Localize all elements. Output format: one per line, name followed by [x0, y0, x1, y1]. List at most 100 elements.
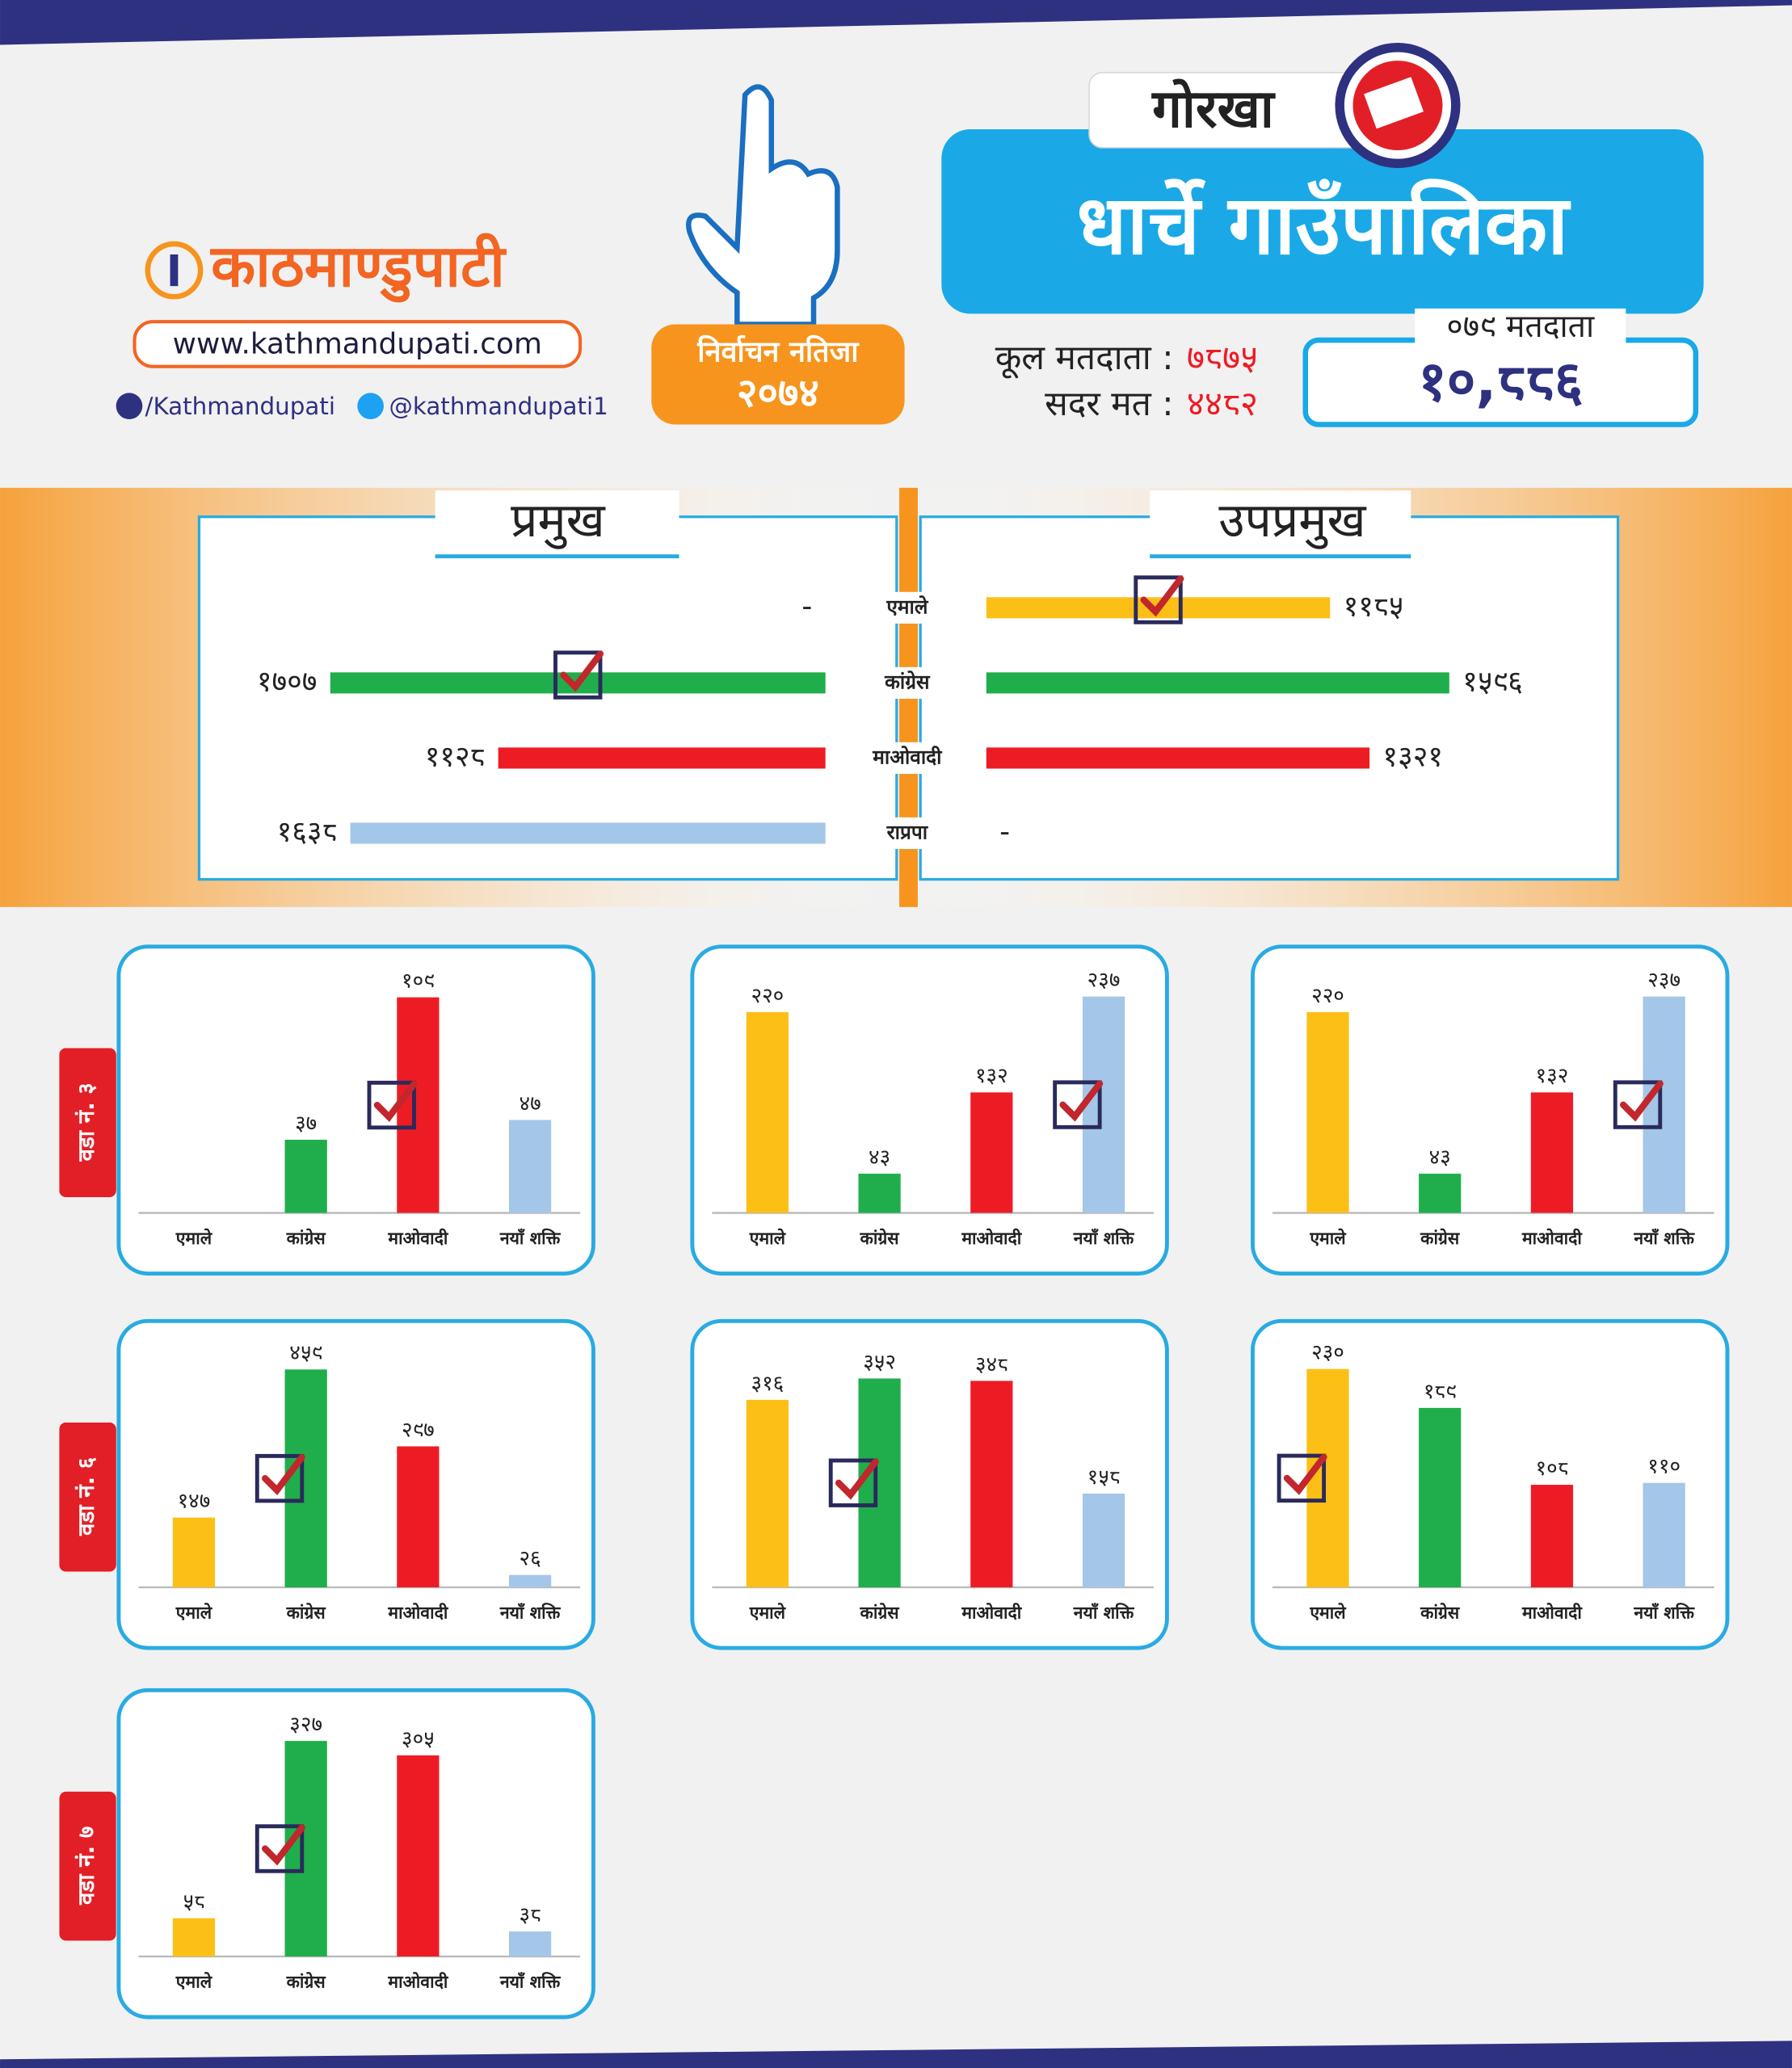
bar: [1643, 996, 1685, 1213]
bar: [1306, 1011, 1349, 1213]
check-mark: [553, 650, 604, 700]
total-voters: ७८७५: [1187, 338, 1258, 378]
value-label: २९७: [402, 1418, 435, 1442]
bar: [1082, 996, 1125, 1213]
logo-icon: [145, 241, 204, 300]
bar: [858, 1173, 901, 1213]
bar: [498, 747, 826, 769]
category-bg: [856, 742, 957, 775]
bar: [350, 822, 826, 844]
twitter[interactable]: @kathmandupati1: [389, 393, 608, 420]
value-label: १६३८: [277, 815, 338, 848]
deputy-box: [919, 515, 1620, 881]
check-tick: [835, 1458, 879, 1500]
value-label: १३२: [1536, 1064, 1569, 1088]
x-tick-label: एमाले: [1309, 1228, 1347, 1249]
value-label: १८९: [1424, 1380, 1457, 1404]
value-label: ३०५: [402, 1727, 435, 1751]
x-tick-label: कांग्रेस: [286, 1603, 327, 1624]
value-label: १५९६: [1462, 665, 1523, 698]
municipality: धार्चे गाउँपालिका: [1077, 177, 1572, 272]
value-label: २३७: [1087, 969, 1121, 993]
bar: [858, 1378, 901, 1587]
check-box: [367, 1080, 416, 1130]
website[interactable]: www.kathmandupati.com: [173, 328, 542, 361]
value-label: १७०७: [257, 665, 318, 698]
check-tick: [261, 1824, 305, 1866]
x-tick-label: माओवादी: [961, 1603, 1022, 1624]
value-label: २३७: [1647, 969, 1681, 993]
x-tick-label: नयाँ शक्ति: [1073, 1228, 1135, 1249]
ward-panel: [1251, 1318, 1730, 1650]
voters-079: १०,८८६: [1418, 350, 1583, 414]
municipality-box: [941, 128, 1704, 314]
ward-panel: [116, 1688, 595, 2020]
x-tick-label: माओवादी: [1521, 1228, 1583, 1249]
ward-panel: [116, 944, 595, 1276]
bar: [508, 1574, 552, 1587]
badge: [651, 324, 905, 425]
bar: [986, 747, 1370, 769]
bar: [1419, 1173, 1462, 1213]
value-label: -: [999, 815, 1010, 848]
category-label: एमाले: [885, 595, 929, 618]
value-label: १०९: [402, 969, 435, 994]
x-tick-label: एमाले: [175, 1603, 213, 1624]
voters-079-tab: [1415, 308, 1626, 346]
bar: [1643, 1482, 1685, 1587]
check-tick: [1283, 1453, 1327, 1495]
check-mark: [828, 1458, 879, 1507]
x-tick-label: कांग्रेस: [286, 1228, 327, 1249]
bar: [1419, 1407, 1462, 1587]
bar: [1306, 1368, 1349, 1587]
x-tick-label: नयाँ शक्ति: [1073, 1603, 1135, 1624]
value-label: २६: [520, 1547, 541, 1571]
value-label: -: [801, 590, 812, 623]
x-tick-label: कांग्रेस: [860, 1603, 901, 1624]
check-tick: [1140, 575, 1184, 617]
check-tick: [373, 1080, 418, 1122]
valid-votes: ४४८२: [1187, 385, 1258, 424]
value-label: ३१६: [751, 1372, 785, 1396]
x-tick-label: नयाँ शक्ति: [499, 1228, 562, 1249]
check-box: [553, 650, 603, 700]
mayor-box: [197, 515, 898, 881]
value-label: ३४८: [975, 1352, 1008, 1377]
value-label: ४५९: [289, 1341, 322, 1365]
bar: [1530, 1092, 1574, 1213]
title-tab: [1150, 490, 1411, 557]
badge-year: २०७४: [737, 370, 819, 416]
ward-panel: [690, 1318, 1169, 1650]
x-tick-label: कांग्रेस: [1420, 1603, 1461, 1624]
value-label: ३२७: [289, 1713, 322, 1737]
x-tick-label: एमाले: [749, 1228, 787, 1249]
bar: [508, 1120, 552, 1213]
check-tick: [261, 1453, 305, 1496]
bar: [397, 1446, 440, 1587]
ward-tag: [59, 1791, 116, 1941]
ward-panel: [1251, 944, 1730, 1276]
value-label: ११२८: [425, 740, 486, 773]
x-tick-label: एमाले: [1309, 1603, 1347, 1624]
x-tick-label: कांग्रेस: [860, 1228, 901, 1249]
value-label: ११०: [1647, 1455, 1681, 1479]
bar: [284, 1139, 327, 1213]
bar: [397, 997, 440, 1213]
bar: [970, 1092, 1013, 1213]
facebook[interactable]: /Kathmandupati: [145, 393, 335, 420]
ward-panel: [116, 1318, 595, 1650]
facebook-icon: [116, 393, 143, 419]
bottom-strip: [0, 2041, 1792, 2068]
value-label: ३८: [520, 1903, 541, 1927]
bar: [172, 1918, 216, 1957]
value-label: १३२१: [1382, 740, 1443, 773]
ward-title: वडा नं. ६: [73, 1457, 99, 1536]
value-label: ३५२: [863, 1350, 896, 1374]
ward-title: वडा नं. ३: [73, 1082, 99, 1162]
value-label: ४७: [520, 1091, 541, 1116]
twitter-icon: [357, 393, 384, 419]
check-mark: [367, 1080, 418, 1130]
bar: [1530, 1485, 1574, 1587]
x-tick-label: एमाले: [175, 1972, 213, 1993]
